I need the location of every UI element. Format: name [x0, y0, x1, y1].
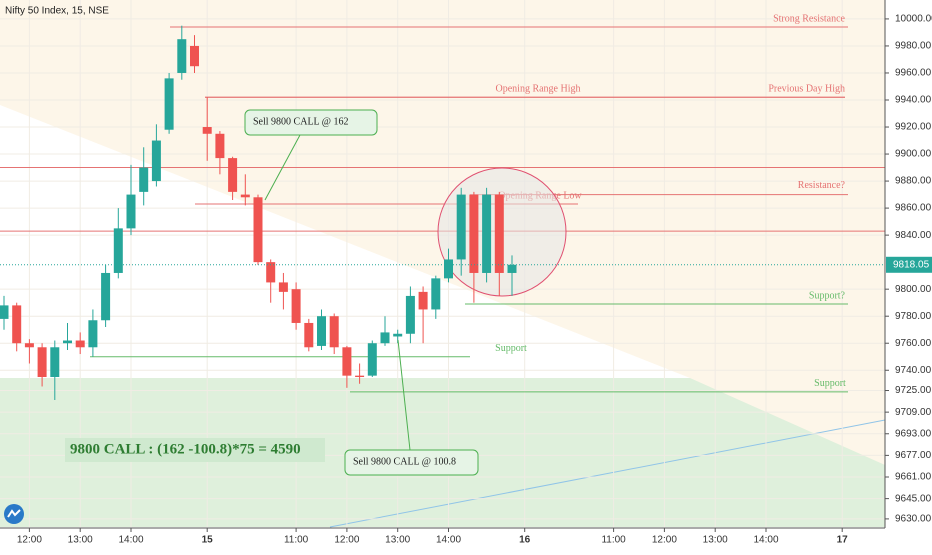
level-label: Strong Resistance — [773, 13, 845, 24]
candle-body — [393, 333, 403, 337]
callout-box — [344, 449, 479, 476]
candle-body — [367, 343, 377, 376]
callout-text: Sell 9800 CALL @ 162 — [253, 116, 349, 127]
candle-body — [482, 194, 492, 273]
x-tick-label: 14:00 — [436, 535, 461, 546]
y-tick-label: 9980.00 — [895, 41, 932, 52]
level-label: Support — [814, 378, 846, 389]
y-tick-label: 9800.00 — [895, 284, 932, 295]
candle-body — [469, 194, 479, 273]
callout-pointer — [397, 339, 411, 451]
y-tick-label: 9940.00 — [895, 95, 932, 106]
time-axis — [0, 528, 932, 550]
y-tick-label: 9860.00 — [895, 203, 932, 214]
y-tick-label: 9645.00 — [895, 493, 932, 504]
level-label: Support? — [809, 290, 846, 301]
candle-body — [380, 332, 390, 344]
y-tick-label: 9725.00 — [895, 385, 932, 396]
callout-text: Sell 9800 CALL @ 100.8 — [353, 456, 456, 467]
y-tick-label: 9900.00 — [895, 149, 932, 160]
candle-body — [304, 322, 314, 348]
candle-body — [75, 340, 85, 348]
y-tick-label: 9880.00 — [895, 176, 932, 187]
level-label: Opening Range High — [496, 84, 581, 95]
candle-body — [202, 127, 212, 134]
x-tick-label: 15 — [202, 535, 214, 546]
price-axis — [885, 0, 932, 550]
candle-body — [405, 295, 415, 334]
y-tick-label: 9630.00 — [895, 514, 932, 525]
candle-body — [12, 305, 22, 344]
last-price-label: 9818.05 — [893, 259, 930, 270]
profit-note: 9800 CALL : (162 -100.8)*75 = 4590 — [70, 441, 301, 457]
candle-body — [151, 140, 161, 182]
candle-body — [101, 272, 111, 321]
y-tick-label: 9840.00 — [895, 230, 932, 241]
y-tick-label: 9677.00 — [895, 450, 932, 461]
candle-body — [456, 194, 466, 260]
candle-body — [355, 375, 365, 378]
last-price-tag — [886, 256, 932, 273]
x-tick-label: 17 — [837, 535, 849, 546]
candle-body — [126, 194, 136, 229]
candle-body — [266, 262, 276, 283]
trend-line — [329, 419, 886, 528]
level-label: Support — [495, 343, 527, 354]
y-tick-label: 9780.00 — [895, 311, 932, 322]
candle-body — [317, 316, 326, 346]
y-tick-label: 9760.00 — [895, 338, 932, 349]
candle-body — [113, 228, 123, 273]
x-tick-label: 16 — [519, 535, 531, 546]
x-tick-label: 11:00 — [601, 535, 626, 546]
x-tick-label: 13:00 — [385, 535, 410, 546]
candle-body — [507, 264, 517, 273]
logo-mark — [7, 509, 21, 518]
candle-body — [494, 194, 504, 273]
y-tick-label: 9661.00 — [895, 472, 932, 483]
candle-body — [240, 194, 250, 198]
y-tick-label: 9740.00 — [895, 365, 932, 376]
x-tick-label: 13:00 — [68, 535, 93, 546]
candle-body — [177, 39, 187, 73]
x-tick-label: 14:00 — [118, 535, 143, 546]
candle-body — [50, 347, 60, 378]
candle-body — [431, 278, 441, 310]
candle-body — [418, 291, 428, 310]
zone-background — [0, 105, 690, 378]
candle-body — [24, 343, 34, 348]
candle-body — [329, 316, 339, 348]
candle-body — [215, 133, 225, 159]
x-tick-label: 14:00 — [753, 535, 778, 546]
candle-body — [253, 197, 263, 263]
y-tick-label: 9960.00 — [895, 68, 932, 79]
x-tick-label: 12:00 — [652, 535, 677, 546]
candle-body — [88, 320, 98, 348]
callout-box — [244, 109, 378, 136]
x-tick-label: 13:00 — [703, 535, 728, 546]
chart-title: Nifty 50 Index, 15, NSE — [5, 6, 109, 17]
level-label: Previous Day High — [768, 84, 845, 95]
y-tick-label: 9693.00 — [895, 428, 932, 439]
candle-body — [37, 347, 47, 378]
candle-body — [164, 78, 174, 130]
candle-body — [291, 289, 301, 323]
y-tick-label: 9920.00 — [895, 122, 932, 133]
level-label: Resistance? — [798, 180, 846, 191]
candle-body — [0, 305, 9, 319]
candle-body — [278, 282, 288, 292]
candle-body — [444, 259, 453, 279]
zone-background — [690, 378, 885, 465]
y-tick-label: 9709.00 — [895, 407, 932, 418]
x-tick-label: 12:00 — [334, 535, 359, 546]
candle-body — [139, 167, 149, 192]
x-tick-label: 12:00 — [17, 535, 42, 546]
y-tick-label: 10000.00 — [895, 14, 932, 25]
candle-body — [228, 158, 238, 192]
x-tick-label: 11:00 — [284, 535, 309, 546]
candle-body — [190, 45, 199, 67]
note-background — [65, 438, 325, 462]
candle-body — [342, 347, 352, 376]
candle-body — [63, 340, 72, 344]
